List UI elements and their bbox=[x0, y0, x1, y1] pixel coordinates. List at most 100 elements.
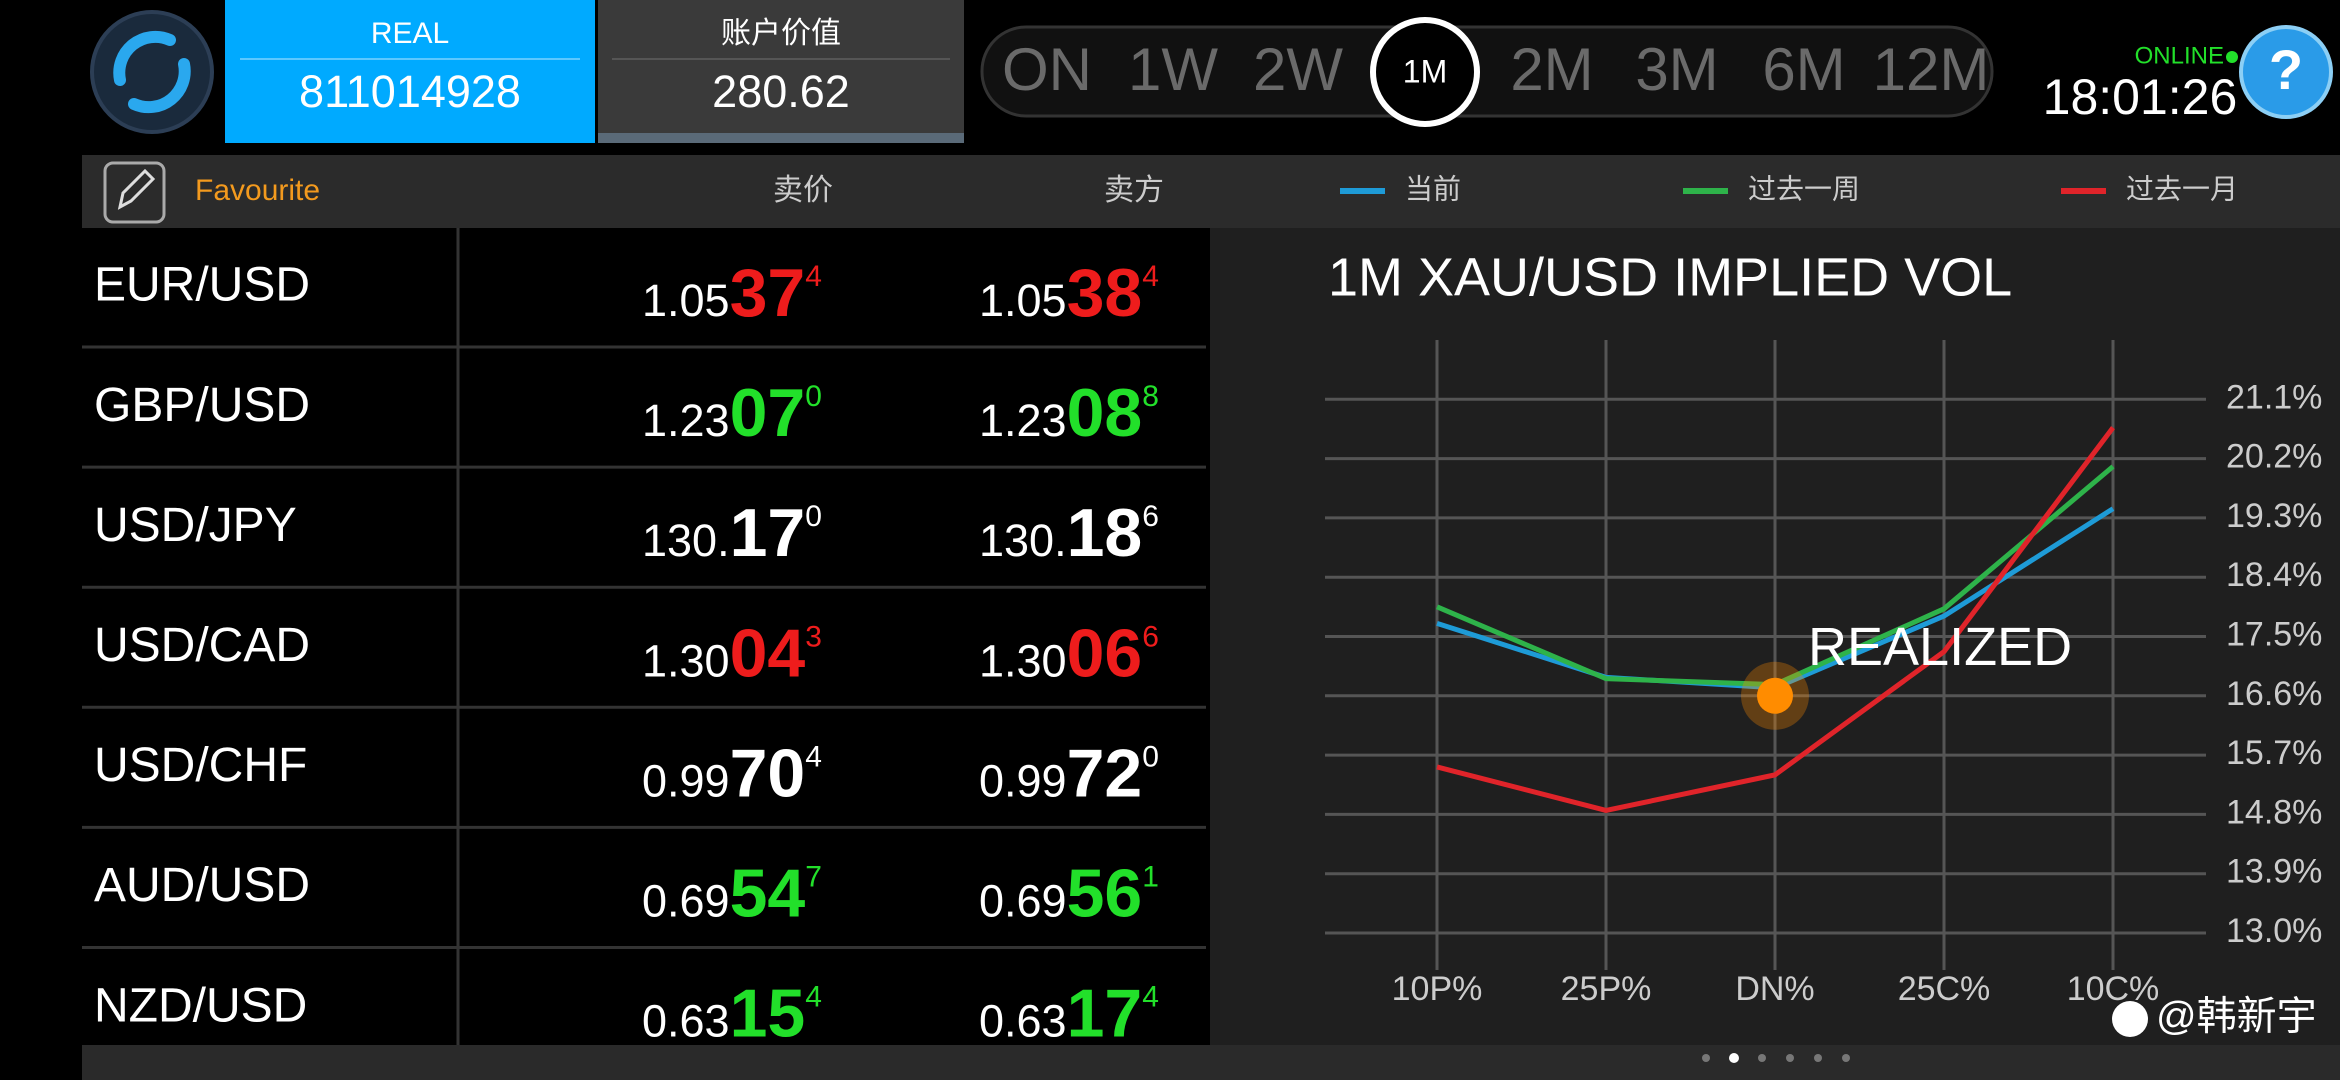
tenor-selected[interactable] bbox=[1370, 17, 1480, 127]
tenor-selector bbox=[980, 25, 1994, 118]
price-fraction: 1 bbox=[1142, 861, 1159, 894]
x-tick-label: 25P% bbox=[1561, 970, 1652, 1008]
clock: 18:01:26 bbox=[2043, 69, 2238, 125]
price-pips: 15 bbox=[730, 976, 806, 1052]
price-base: 130. bbox=[979, 515, 1067, 566]
price-fraction: 0 bbox=[805, 380, 822, 413]
tenor[interactable]: 2W bbox=[1253, 36, 1343, 103]
y-tick-label: 17.5% bbox=[2226, 615, 2322, 653]
account-number: 811014928 bbox=[299, 66, 521, 117]
legend-bar bbox=[1210, 155, 2340, 228]
pair[interactable]: USD/CAD bbox=[94, 619, 310, 672]
price-base: 0.63 bbox=[642, 996, 730, 1047]
favourite[interactable]: Favourite bbox=[195, 174, 320, 207]
price-base: 1.23 bbox=[979, 395, 1067, 446]
marker-label: REALIZED bbox=[1808, 617, 2072, 677]
bottom-bar bbox=[82, 1045, 2340, 1080]
price-pips: 72 bbox=[1067, 735, 1143, 811]
legend-label: 过去一周 bbox=[1748, 173, 1860, 204]
tenor[interactable]: 1W bbox=[1128, 36, 1218, 103]
bid-price: 1.23070 bbox=[642, 375, 822, 451]
pair[interactable]: NZD/USD bbox=[94, 979, 307, 1032]
pair[interactable]: USD/CHF bbox=[94, 739, 307, 792]
price-base: 0.69 bbox=[642, 876, 730, 927]
help-button[interactable] bbox=[2239, 25, 2333, 119]
price-base: 0.99 bbox=[642, 755, 730, 806]
tenor[interactable]: 3M bbox=[1635, 36, 1718, 103]
x-tick-label: 10P% bbox=[1392, 970, 1483, 1008]
price-pips: 06 bbox=[1067, 615, 1143, 691]
y-tick-label: 15.7% bbox=[2226, 734, 2322, 772]
price-fraction: 3 bbox=[805, 620, 822, 653]
pair[interactable]: AUD/USD bbox=[94, 859, 310, 912]
price-pips: 04 bbox=[730, 615, 806, 691]
price-pips: 37 bbox=[730, 255, 806, 331]
status-dot bbox=[2226, 51, 2238, 63]
chart-title: 1M XAU/USD IMPLIED VOL bbox=[1328, 247, 2012, 307]
price-base: 1.30 bbox=[979, 635, 1067, 686]
price-pips: 07 bbox=[730, 375, 806, 451]
help-icon: ? bbox=[2269, 38, 2303, 101]
account-value: 280.62 bbox=[712, 66, 850, 117]
marker bbox=[1757, 677, 1793, 714]
legend-label: 过去一月 bbox=[2126, 173, 2238, 204]
price-pips: 18 bbox=[1067, 495, 1143, 571]
price-pips: 17 bbox=[1067, 976, 1143, 1052]
price-fraction: 4 bbox=[1142, 981, 1159, 1014]
ask-price: 0.69561 bbox=[979, 856, 1159, 932]
y-tick-label: 18.4% bbox=[2226, 556, 2322, 594]
price-fraction: 0 bbox=[1142, 740, 1159, 773]
ask-price: 1.23088 bbox=[979, 375, 1159, 451]
tenor[interactable]: ON bbox=[1002, 36, 1092, 103]
ask-price: 0.63174 bbox=[979, 976, 1159, 1052]
tenor[interactable]: 6M bbox=[1762, 36, 1845, 103]
x-tick-label: 10C% bbox=[2067, 970, 2160, 1008]
price-pips: 08 bbox=[1067, 375, 1143, 451]
bid-price: 0.99704 bbox=[642, 735, 822, 811]
price-fraction: 4 bbox=[805, 260, 822, 293]
y-tick-label: 19.3% bbox=[2226, 497, 2322, 535]
price-fraction: 8 bbox=[1142, 380, 1159, 413]
bid-price: 1.30043 bbox=[642, 615, 822, 691]
tenor[interactable]: 12M bbox=[1873, 36, 1990, 103]
price-fraction: 6 bbox=[1142, 500, 1159, 533]
price-pips: 70 bbox=[730, 735, 806, 811]
logo-mark bbox=[113, 30, 191, 114]
ask-header: 卖方 bbox=[1104, 174, 1164, 207]
y-tick-label: 20.2% bbox=[2226, 438, 2322, 476]
bid-price: 130.170 bbox=[642, 495, 822, 571]
ask-price: 130.186 bbox=[979, 495, 1159, 571]
price-base: 130. bbox=[642, 515, 730, 566]
status: ONLINE bbox=[2135, 42, 2224, 69]
logo[interactable] bbox=[90, 10, 214, 134]
price-base: 1.23 bbox=[642, 395, 730, 446]
pair[interactable]: GBP/USD bbox=[94, 379, 310, 432]
y-tick-label: 16.6% bbox=[2226, 675, 2322, 713]
price-base: 0.99 bbox=[979, 755, 1067, 806]
edit-button[interactable] bbox=[103, 161, 166, 224]
value-label: 账户价值 bbox=[721, 17, 841, 50]
price-fraction: 6 bbox=[1142, 620, 1159, 653]
price-pips: 38 bbox=[1067, 255, 1143, 331]
price-fraction: 4 bbox=[805, 740, 822, 773]
pair[interactable]: EUR/USD bbox=[94, 259, 310, 312]
tenor[interactable]: 1M bbox=[1403, 53, 1447, 89]
price-base: 0.63 bbox=[979, 996, 1067, 1047]
price-base: 0.69 bbox=[979, 876, 1067, 927]
tenor[interactable]: 2M bbox=[1510, 36, 1593, 103]
price-pips: 54 bbox=[730, 856, 806, 932]
y-tick-label: 21.1% bbox=[2226, 378, 2322, 416]
price-pips: 56 bbox=[1067, 856, 1143, 932]
value-bar bbox=[598, 133, 964, 143]
watermark-logo bbox=[2112, 1001, 2148, 1037]
series-line bbox=[1436, 426, 2115, 814]
x-tick-label: DN% bbox=[1735, 970, 1814, 1008]
page-dots bbox=[1702, 1053, 1850, 1063]
ask-price: 1.30066 bbox=[979, 615, 1159, 691]
ask-price: 1.05384 bbox=[979, 255, 1159, 331]
account-type: REAL bbox=[371, 17, 449, 50]
account-box[interactable] bbox=[225, 0, 595, 143]
legend-label: 当前 bbox=[1405, 173, 1461, 204]
pair[interactable]: USD/JPY bbox=[94, 499, 297, 552]
